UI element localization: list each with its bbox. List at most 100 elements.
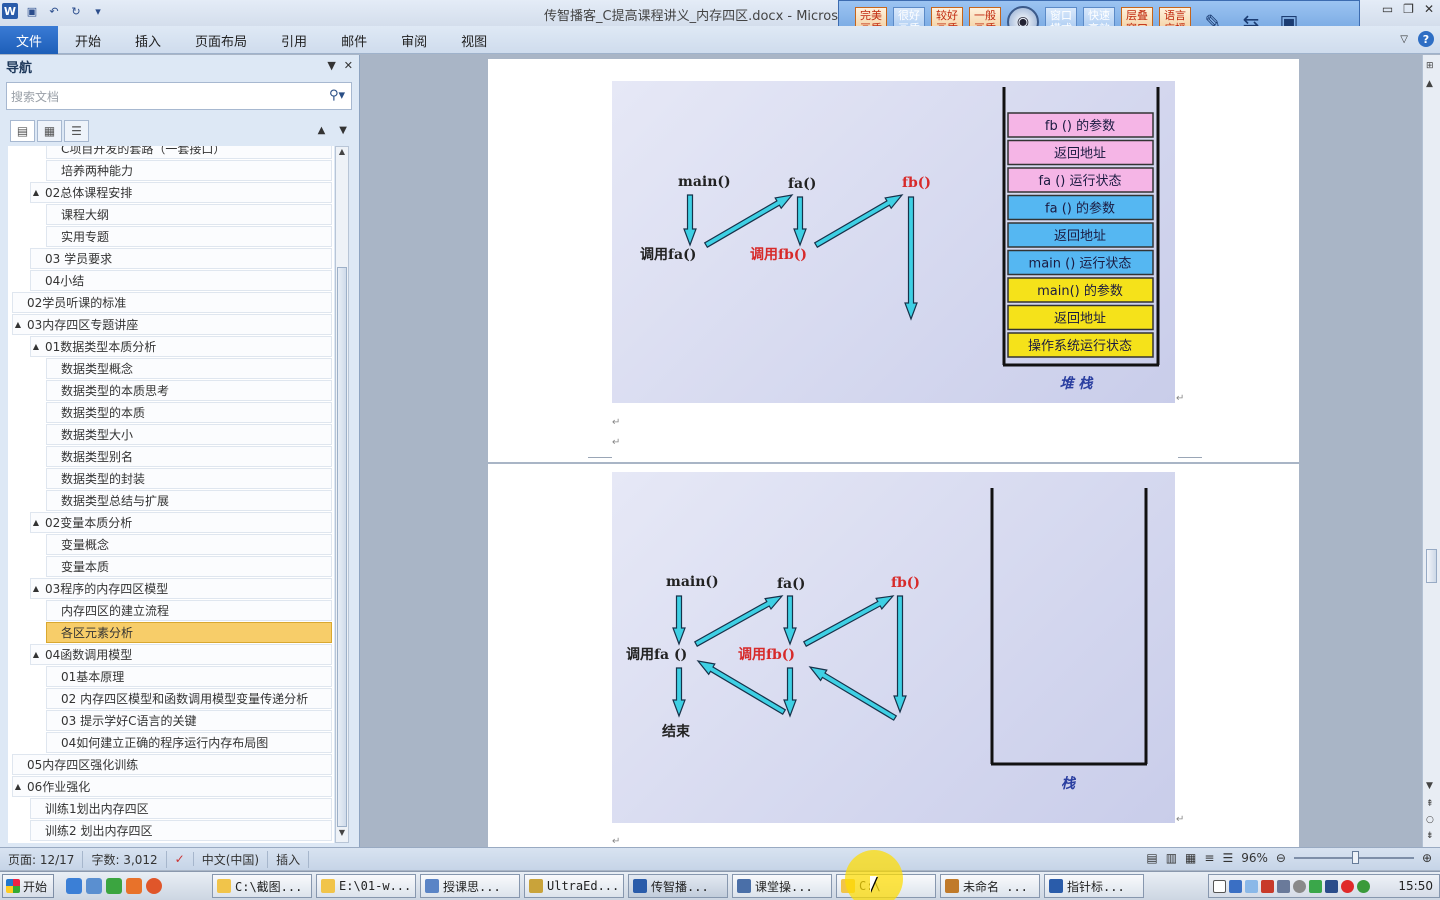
nav-heading-item[interactable]: 各区元素分析 [46,622,332,643]
nav-heading-item[interactable]: 数据类型别名 [46,446,332,467]
nav-heading-item[interactable]: 04如何建立正确的程序运行内存布局图 [46,732,332,753]
nav-heading-item[interactable]: ▲ 02变量本质分析 [30,512,332,533]
nav-heading-item[interactable]: 数据类型总结与扩展 [46,490,332,511]
nav-scrollbar[interactable]: ▲ ▼ [335,146,349,843]
ruler-toggle-icon[interactable]: ⊞ [1426,61,1434,71]
next-page-icon[interactable]: ⇟ [1426,831,1434,841]
shield-icon[interactable] [1261,879,1274,893]
document-scrollbar[interactable]: ⊞ ▲ ▼ ⇞ ○ ⇟ [1422,55,1440,847]
pages-view-icon[interactable]: ▦ [37,120,62,142]
cascade-window-button[interactable]: 层叠窗口 [1121,7,1153,37]
collapse-triangle-icon[interactable]: ▲ [32,342,40,351]
nav-heading-item[interactable]: 数据类型的本质 [46,402,332,423]
language-indicator[interactable]: 中文(中国) [194,850,269,868]
collapse-triangle-icon[interactable]: ▲ [32,188,40,197]
document-scroll-thumb[interactable] [1426,549,1437,583]
minimize-icon[interactable]: ▭ [1381,2,1394,16]
nav-heading-item[interactable]: 实用专题 [46,226,332,247]
nav-heading-item[interactable]: 数据类型大小 [46,424,332,445]
nav-heading-item[interactable]: 培养两种能力 [46,160,332,181]
prev-heading-icon[interactable]: ▲ [317,125,326,136]
nav-heading-item[interactable]: ▲ 03内存四区专题讲座 [12,314,332,335]
redo-icon[interactable]: ↻ [71,4,81,18]
page-indicator[interactable]: 页面: 12/17 [0,850,84,868]
restore-icon[interactable]: ❐ [1403,2,1414,16]
settings-tray-icon[interactable] [1293,879,1306,893]
nav-close-icon[interactable]: ✕ [343,59,353,72]
scroll-up-icon[interactable]: ▲ [338,147,346,156]
refresh-app-icon[interactable] [106,878,122,894]
collapse-triangle-icon[interactable]: ▲ [32,518,40,527]
zoom-slider-knob[interactable] [1351,851,1359,864]
clock[interactable]: 15:50 [1398,879,1433,893]
nav-heading-item[interactable]: 变量概念 [46,534,332,555]
nav-heading-item[interactable]: 训练2 划出内存四区 [30,820,332,841]
taskbar-window-button[interactable]: E:\01-w... [316,874,416,898]
start-button[interactable]: 开始 [2,874,54,898]
collapse-triangle-icon[interactable]: ▲ [32,584,40,593]
results-view-icon[interactable]: ☰ [64,120,89,142]
nav-heading-item[interactable]: ▲ 02总体课程安排 [30,182,332,203]
full-screen-reading-icon[interactable]: ▥ [1165,851,1178,865]
tab-review[interactable]: 审阅 [401,34,428,50]
ie-icon[interactable] [66,878,82,894]
help-tray-icon[interactable] [1213,879,1226,893]
browse-object-icon[interactable]: ○ [1426,815,1434,825]
headings-view-icon[interactable]: ▤ [10,120,35,142]
nav-heading-item[interactable]: 03 提示学好C语言的关键 [46,710,332,731]
help-icon[interactable]: ? [1418,31,1434,47]
taskbar-window-button[interactable]: 课堂操... [732,874,832,898]
draft-view-icon[interactable]: ☰ [1222,851,1234,865]
taskbar-window-button[interactable]: 传智播... [628,874,728,898]
nav-heading-item[interactable]: 04小结 [30,270,332,291]
nav-heading-item[interactable]: 变量本质 [46,556,332,577]
close-icon[interactable]: ✕ [1423,2,1434,16]
collapse-triangle-icon[interactable]: ▲ [32,650,40,659]
weather-icon[interactable] [1245,879,1258,893]
tab-insert[interactable]: 插入 [135,34,162,50]
nav-heading-item[interactable]: 训练1划出内存四区 [30,798,332,819]
insert-mode[interactable]: 插入 [268,850,310,868]
zoom-level[interactable]: 96% [1241,851,1268,865]
proofing-icon[interactable]: ✓ [167,852,194,866]
outline-view-icon[interactable]: ≡ [1204,851,1215,865]
nav-heading-item[interactable]: ▲ 01数据类型本质分析 [30,336,332,357]
nav-heading-item[interactable]: ▲ 06作业强化 [12,776,332,797]
taskbar-window-button[interactable]: 指针标... [1044,874,1144,898]
tab-page-layout[interactable]: 页面布局 [195,34,248,50]
undo-icon[interactable]: ↶ [49,4,59,18]
record-icon[interactable] [1341,879,1354,893]
save-icon[interactable]: ▣ [26,4,38,18]
nav-heading-item[interactable]: 内存四区的建立流程 [46,600,332,621]
chat-icon[interactable] [1309,879,1322,893]
word-count[interactable]: 字数: 3,012 [83,850,167,868]
prev-page-icon[interactable]: ⇞ [1426,799,1434,809]
sync-icon[interactable] [1357,879,1370,893]
collapse-triangle-icon[interactable]: ▲ [14,782,22,791]
next-heading-icon[interactable]: ▼ [339,125,347,136]
nav-heading-item[interactable]: 02学员听课的标准 [12,292,332,313]
nav-scroll-thumb[interactable] [337,267,347,827]
tab-view[interactable]: 视图 [461,34,488,50]
tab-references[interactable]: 引用 [281,34,308,50]
nav-heading-item[interactable]: ▲ 04函数调用模型 [30,644,332,665]
tab-mailings[interactable]: 邮件 [341,34,368,50]
nav-heading-item[interactable]: 03 学员要求 [30,248,332,269]
taskbar-window-button[interactable]: 授课思... [420,874,520,898]
firefox-icon[interactable] [146,878,162,894]
taskbar-window-button[interactable]: 未命名 ... [940,874,1040,898]
search-icon[interactable]: ⚲▾ [328,88,345,103]
monitor-icon[interactable] [1325,879,1338,893]
word-icon[interactable]: W [2,3,18,19]
nav-heading-item[interactable]: 数据类型的本质思考 [46,380,332,401]
search-input[interactable]: 搜索文档 ⚲▾ [6,82,352,110]
volume-icon[interactable] [1277,879,1290,893]
taskbar-window-button[interactable]: UltraEd... [524,874,624,898]
scroll-down-icon[interactable]: ▼ [1426,781,1433,791]
customize-icon[interactable]: ▾ [95,4,101,18]
taskbar-window-button[interactable]: C:\截图... [212,874,312,898]
print-layout-icon[interactable]: ▤ [1146,851,1158,865]
nav-heading-item[interactable]: 01基本原理 [46,666,332,687]
zoom-slider[interactable] [1293,851,1414,864]
collapse-triangle-icon[interactable]: ▲ [14,320,22,329]
